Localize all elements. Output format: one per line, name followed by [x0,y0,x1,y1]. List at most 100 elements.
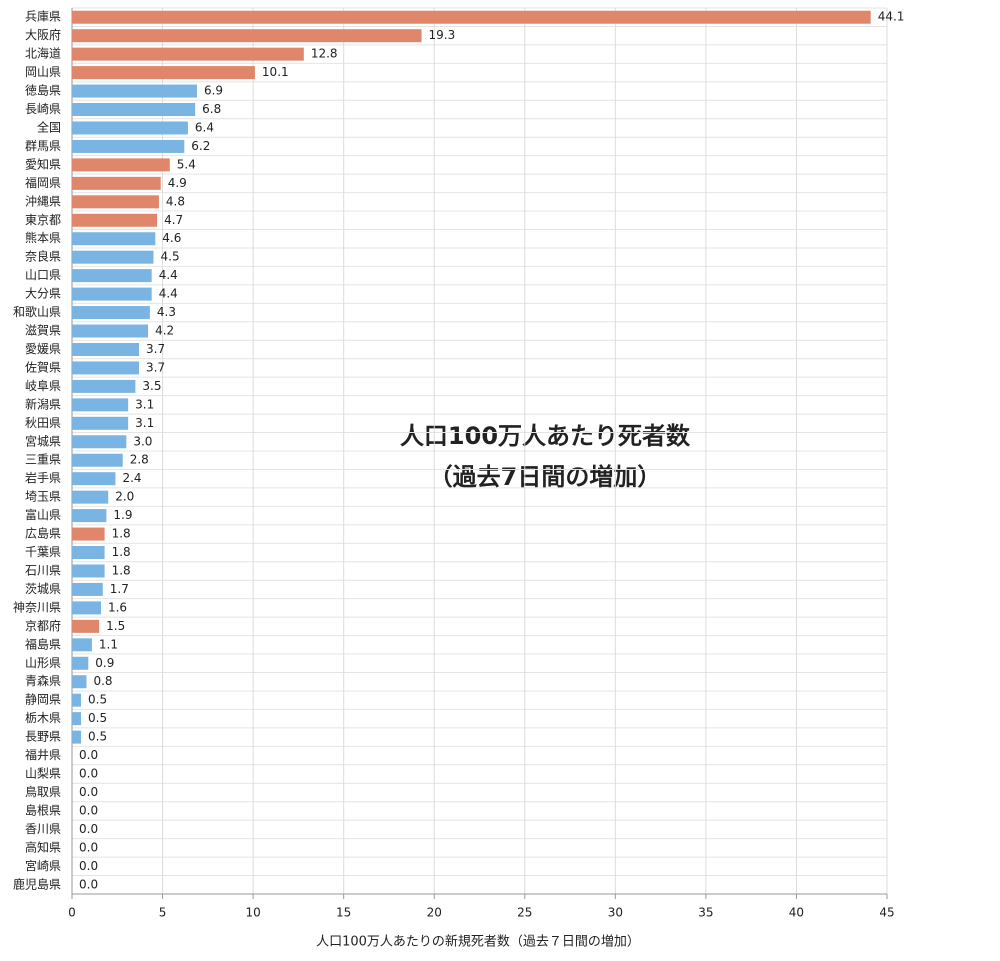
value-label: 4.5 [161,250,180,264]
y-tick-label: 山梨県 [25,767,61,781]
bar [72,527,105,541]
y-tick-label: 高知県 [25,839,61,854]
y-tick-label: 北海道 [25,46,61,61]
value-label: 0.0 [79,748,98,762]
value-label: 5.4 [177,157,196,171]
bar [72,509,107,523]
bar [72,730,82,744]
y-tick-label: 群馬県 [25,139,61,153]
value-label: 0.0 [79,803,98,817]
y-tick-label: 滋賀県 [25,324,61,338]
value-label: 0.0 [79,767,98,781]
y-tick-label: 岐阜県 [25,379,61,393]
bar [72,10,871,24]
y-tick-label: 三重県 [25,453,61,467]
value-label: 0.0 [79,859,98,873]
x-tick-label: 45 [879,906,894,920]
y-tick-label: 東京都 [25,213,61,227]
bar [72,398,129,412]
value-label: 1.9 [113,508,132,522]
value-label: 3.5 [142,379,161,393]
y-tick-label: 福島県 [25,636,61,651]
bar [72,103,196,117]
x-tick-label: 20 [427,906,442,920]
value-label: 4.6 [162,231,181,245]
value-label: 0.5 [88,693,107,707]
y-tick-label: 熊本県 [25,230,61,245]
x-tick-label: 15 [336,906,351,920]
value-label: 0.5 [88,730,107,744]
value-label: 3.7 [146,342,165,356]
y-tick-label: 沖縄県 [25,193,61,208]
bar [72,638,92,652]
value-label: 6.9 [204,84,223,98]
bar [72,47,304,61]
value-label: 6.8 [202,102,221,116]
bar [72,232,156,246]
value-label: 1.8 [112,545,131,559]
value-label: 4.4 [159,287,178,301]
bar [72,139,185,153]
x-tick-label: 25 [517,906,532,920]
value-label: 4.9 [168,176,187,190]
y-tick-label: 大分県 [25,287,61,301]
y-tick-label: 茨城県 [25,582,61,596]
y-tick-label: 広島県 [25,526,61,541]
chart-title: 人口100万人あたり死者数 [400,422,691,450]
bar [72,435,127,449]
value-label: 1.1 [99,637,118,651]
bar [72,379,136,393]
y-tick-label: 愛媛県 [25,342,61,356]
value-label: 4.3 [157,305,176,319]
y-tick-label: 宮城県 [25,433,61,448]
value-label: 1.7 [110,582,129,596]
value-label: 12.8 [311,47,338,61]
bar [72,472,116,486]
bar [72,213,158,227]
bar [72,619,100,633]
value-label: 2.8 [130,453,149,467]
bar [72,361,140,375]
value-label: 2.4 [122,471,141,485]
value-label: 3.1 [135,397,154,411]
bar [72,195,159,209]
x-tick-label: 35 [698,906,713,920]
value-label: 4.4 [159,268,178,282]
x-tick-label: 0 [68,906,76,920]
bar [72,453,123,467]
bar [72,287,152,301]
value-label: 0.0 [79,822,98,836]
y-tick-label: 秋田県 [25,416,61,430]
bar [72,250,154,264]
y-tick-label: 埼玉県 [25,490,61,504]
value-label: 3.0 [133,434,152,448]
y-tick-label: 長野県 [25,730,61,744]
x-axis-label: 人口100万人あたりの新規死者数（過去７日間の増加） [316,934,640,950]
value-label: 44.1 [878,10,905,24]
bar [72,712,82,726]
bar [72,656,89,670]
bar [72,306,150,320]
bar [72,158,170,172]
bar [72,121,188,135]
value-label: 10.1 [262,65,289,79]
value-label: 0.0 [79,840,98,854]
y-tick-label: 兵庫県 [25,10,61,24]
bar [72,693,82,707]
bar [72,416,129,430]
bar [72,546,105,560]
y-tick-label: 静岡県 [25,693,61,707]
y-tick-label: 愛知県 [25,157,61,171]
y-tick-label: 富山県 [25,507,61,522]
y-tick-label: 全国 [37,119,61,134]
value-label: 0.0 [79,785,98,799]
value-label: 2.0 [115,490,134,504]
y-tick-label: 奈良県 [25,249,61,264]
y-tick-label: 山口県 [25,268,61,282]
bar [72,269,152,283]
value-label: 4.2 [155,324,174,338]
value-label: 4.7 [164,213,183,227]
value-label: 3.1 [135,416,154,430]
bar [72,84,197,98]
